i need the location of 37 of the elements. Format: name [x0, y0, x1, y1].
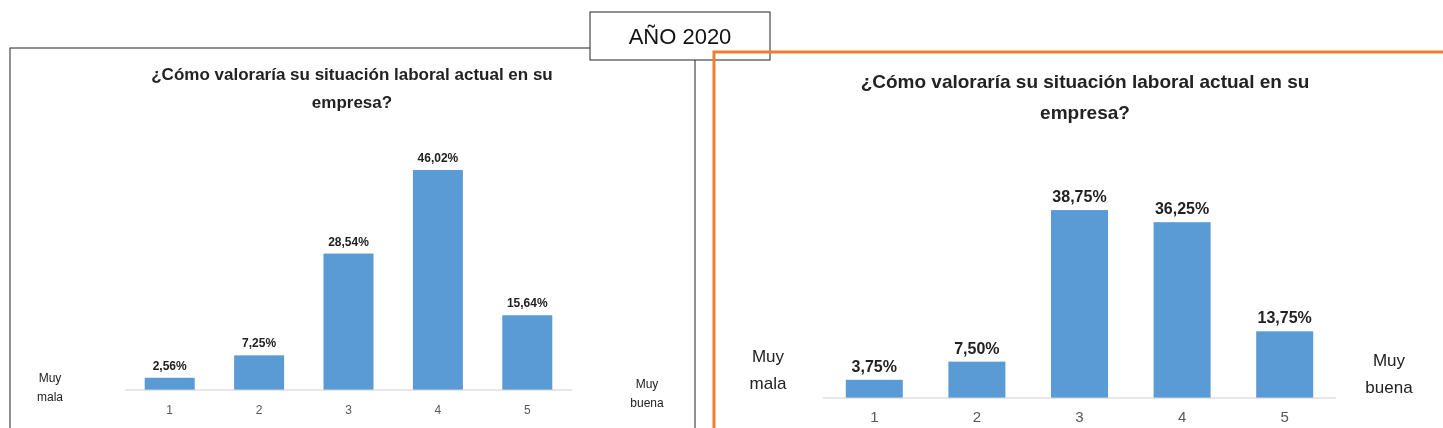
- data-label: 38,75%: [1052, 188, 1107, 206]
- bar: [1153, 222, 1211, 398]
- bar: [948, 361, 1006, 398]
- text: Muy buena: [1365, 351, 1414, 398]
- data-label: 28,54%: [328, 234, 370, 249]
- x-tick-label: 4: [434, 403, 442, 417]
- bar: [1051, 210, 1108, 398]
- bar: [412, 170, 463, 390]
- data-label: 7,50%: [954, 339, 1000, 357]
- x-tick-label: 5: [523, 403, 531, 417]
- x-tick-label: 2: [255, 403, 263, 417]
- chart-title: ¿Cómo valoraría su situación laboral actual en su empresa?: [151, 65, 553, 113]
- bar: [323, 253, 374, 390]
- x-tick-label: 2: [972, 408, 982, 425]
- data-label: 2,56%: [152, 358, 188, 373]
- chart-title: ¿Cómo valoraría su situación laboral actual en su empresa?: [860, 71, 1310, 124]
- data-label: 15,64%: [506, 296, 548, 311]
- text: Muy mala: [749, 347, 787, 394]
- text: Muy buena: [630, 377, 665, 411]
- bar: [144, 377, 195, 390]
- x-tick-label: 1: [870, 408, 879, 425]
- bar: [845, 379, 903, 398]
- x-tick-label: 5: [1280, 408, 1289, 425]
- x-tick-label: 4: [1177, 408, 1187, 425]
- data-label: 3,75%: [851, 357, 897, 375]
- text: Muy mala: [36, 371, 64, 405]
- bar: [502, 315, 553, 390]
- text: AÑO 2020: [628, 24, 732, 49]
- data-label: 13,75%: [1257, 309, 1312, 327]
- bar: [1256, 331, 1314, 398]
- data-label: 7,25%: [242, 336, 277, 351]
- bar: [234, 355, 285, 390]
- x-tick-label: 3: [345, 403, 353, 417]
- x-tick-label: 1: [166, 403, 174, 417]
- data-label: 36,25%: [1154, 200, 1210, 218]
- x-tick-label: 3: [1075, 408, 1084, 425]
- data-label: 46,02%: [417, 151, 459, 166]
